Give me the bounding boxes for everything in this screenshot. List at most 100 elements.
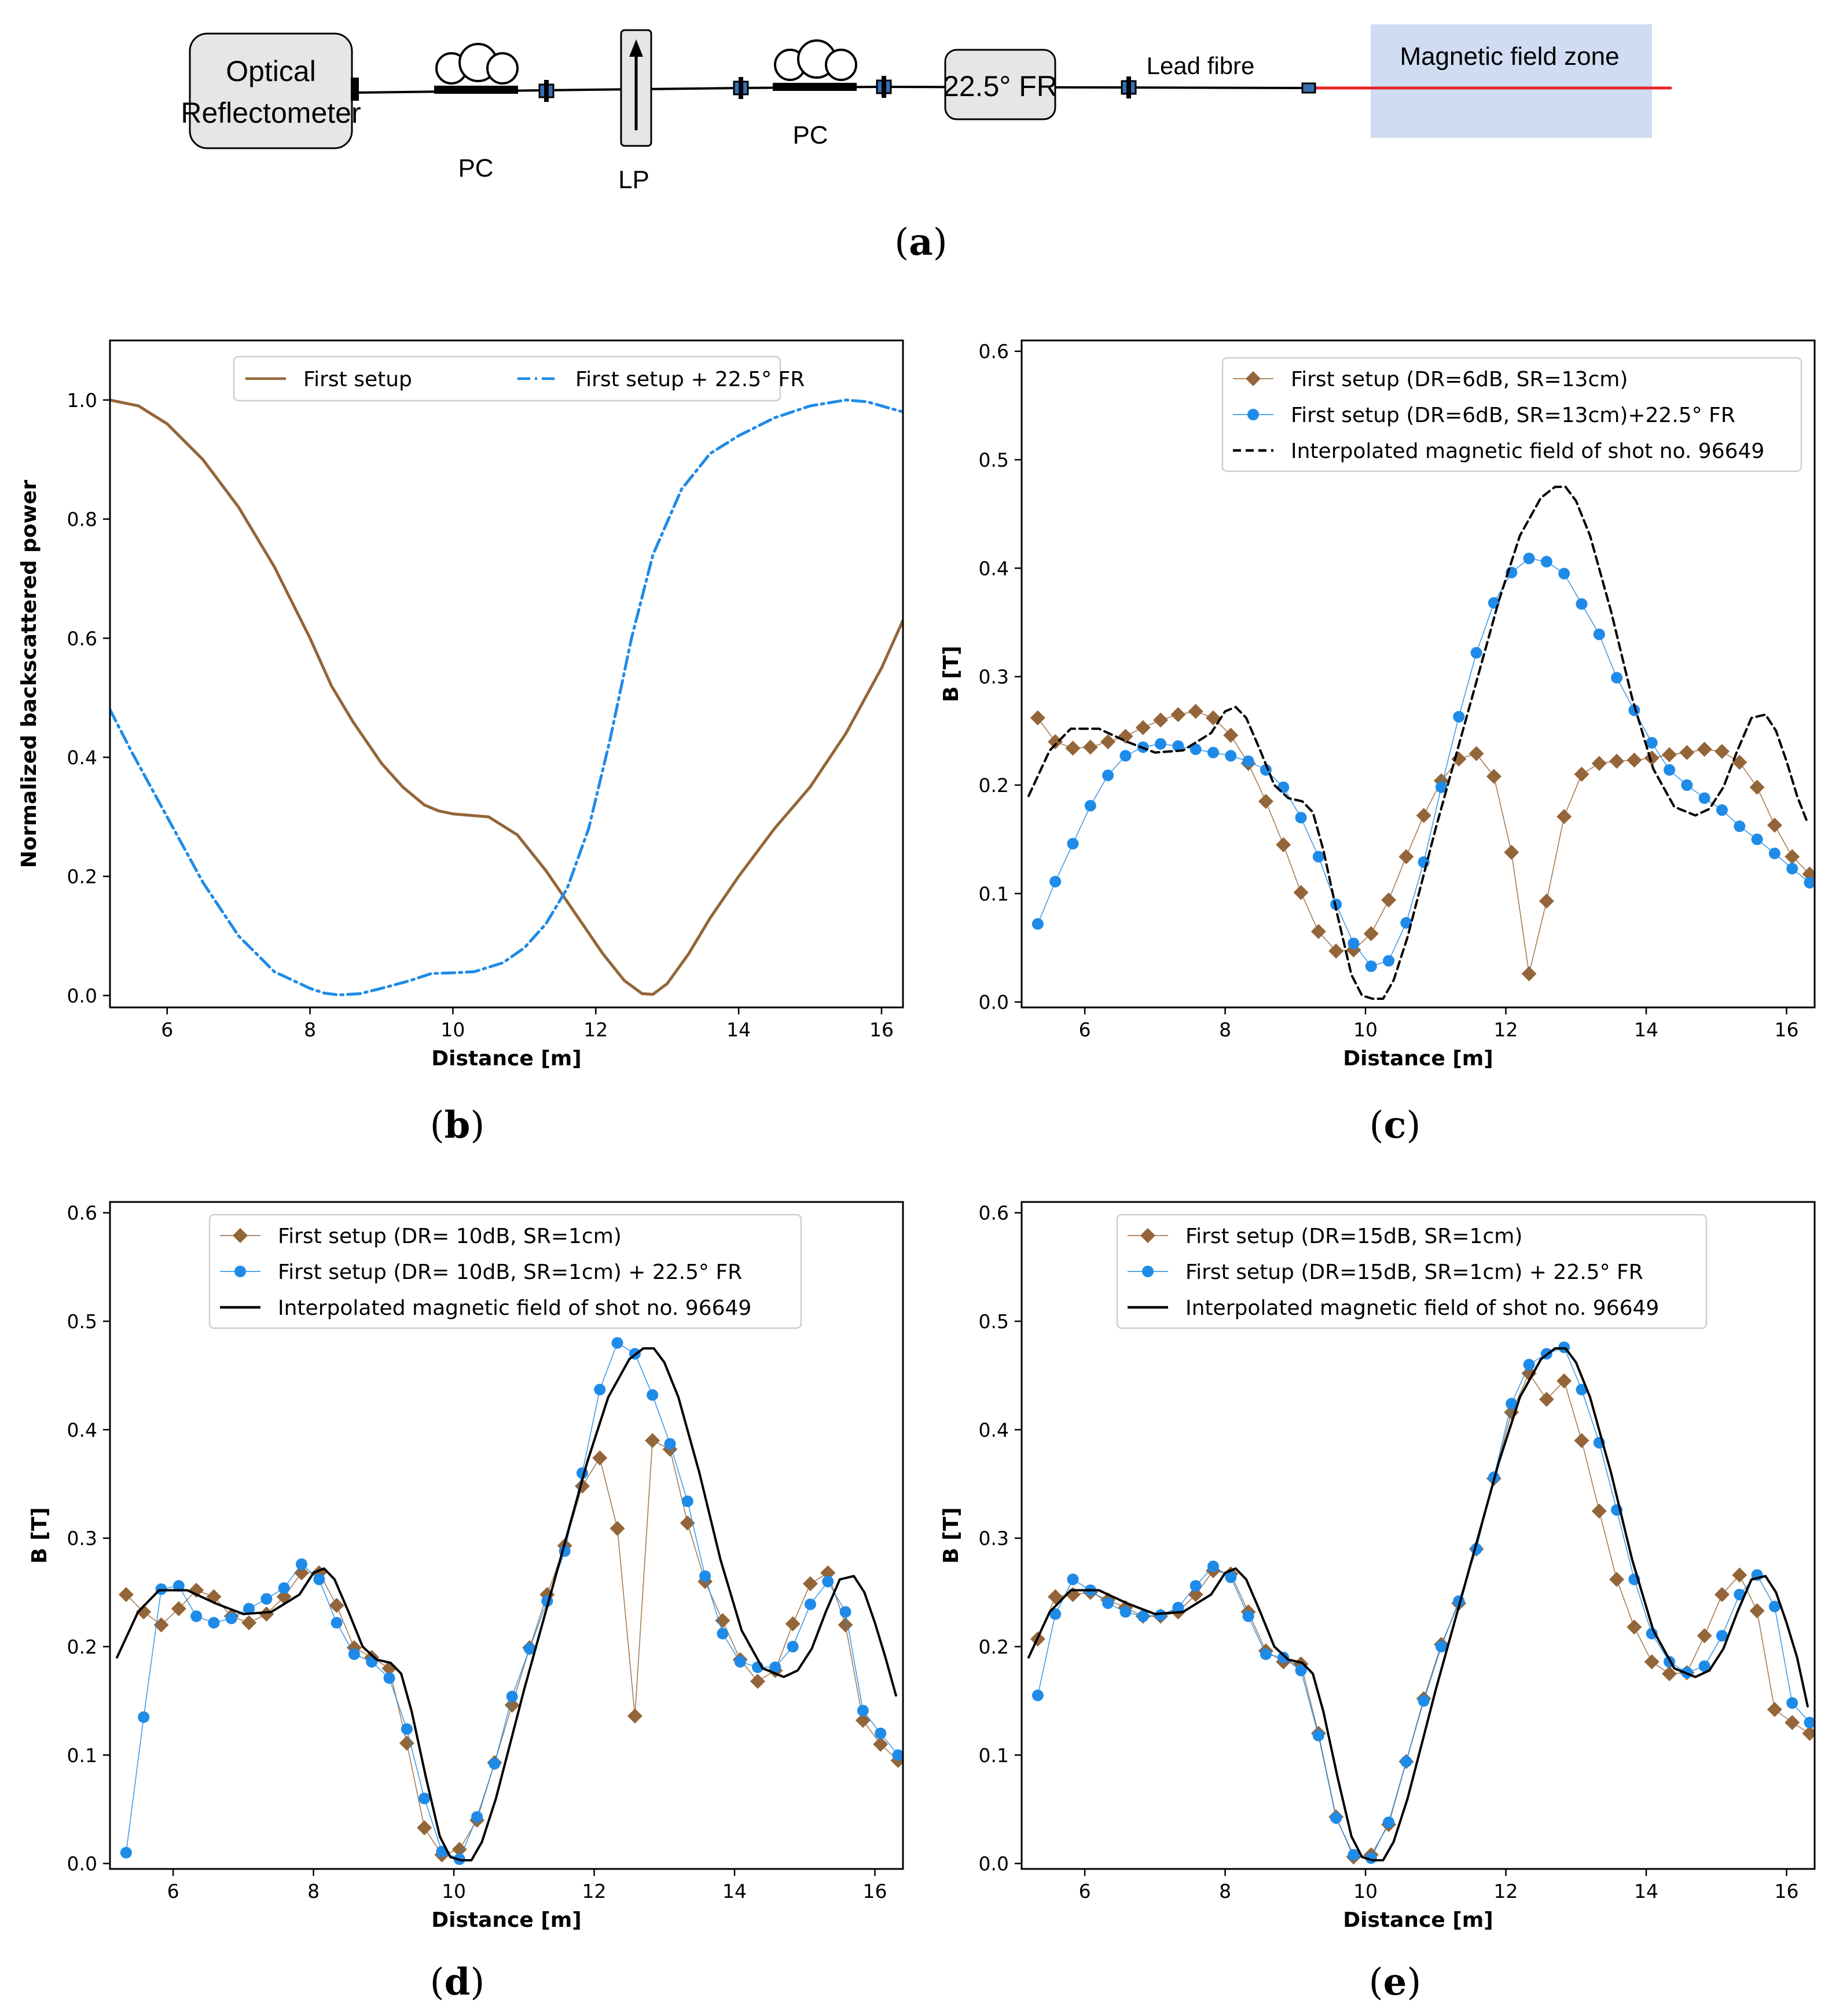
data-point-diamond [1188,703,1203,719]
y-tick-label: 0.2 [67,866,97,888]
series-1 [1031,552,1815,972]
y-tick-label: 0.0 [67,1853,97,1875]
arrow-up-icon [629,39,643,130]
series-1 [110,398,903,996]
data-point-diamond [1082,739,1098,755]
data-point-circle [1734,820,1746,833]
data-point-diamond [189,1582,204,1598]
data-point-circle [506,1691,518,1703]
series-connector-line [1037,1346,1811,1859]
legend-marker-circle [1247,409,1259,420]
legend-label: Interpolated magnetic field of shot no. … [1291,439,1764,463]
data-point-diamond [1135,720,1151,735]
data-point-diamond [259,1606,274,1622]
legend-frame [1116,1214,1708,1329]
data-point-circle [1242,755,1254,767]
x-tick-label: 6 [161,1018,173,1041]
data-point-circle [1225,750,1237,762]
legend-item-1: First setup (DR=15dB, SR=1cm) + 22.5° FR [1128,1260,1643,1284]
series-0 [110,398,903,996]
polarization-controller-2 [773,39,857,91]
data-point-circle [1453,710,1465,723]
y-tick-label: 0.1 [979,1744,1009,1766]
data-point-diamond [750,1673,766,1689]
data-point-circle [1031,918,1044,930]
series-connector-line [126,1439,899,1856]
data-point-circle [717,1628,729,1640]
data-point-diamond [1205,710,1221,725]
series-2 [1027,485,1809,1000]
data-point-circle [1119,1606,1132,1618]
data-point-diamond [645,1433,660,1449]
y-tick-label: 0.6 [979,340,1009,363]
data-point-diamond [610,1520,625,1536]
legend-item-1: First setup (DR=6dB, SR=13cm)+22.5° FR [1233,404,1735,427]
data-point-diamond [1644,1654,1660,1670]
data-point-diamond [136,1604,152,1620]
setup-diagram: Optical Reflectometer PC LP [181,24,1672,194]
data-point-circle [1155,1609,1167,1621]
legend-item-2: Interpolated magnetic field of shot no. … [220,1296,751,1320]
y-axis-title: B [T] [939,646,963,702]
data-point-diamond [1767,1702,1782,1717]
y-tick-label: 0.5 [979,1310,1009,1333]
data-point-circle [1155,738,1167,750]
y-tick-label: 0.4 [979,557,1009,580]
data-point-diamond [451,1842,467,1857]
plot-area [110,398,903,996]
series-2 [116,1347,897,1861]
data-point-diamond [820,1565,836,1581]
data-point-circle [1102,769,1114,782]
y-tick-label: 0.3 [979,1527,1009,1550]
legend-label: First setup (DR=6dB, SR=13cm)+22.5° FR [1291,404,1735,427]
legend-item-1: First setup (DR= 10dB, SR=1cm) + 22.5° F… [220,1260,742,1284]
data-point-diamond [1065,741,1081,756]
data-point-diamond [1100,734,1116,750]
data-point-diamond [592,1450,608,1466]
data-point-diamond [1785,1715,1800,1731]
data-point-diamond [1627,1619,1642,1635]
chart-c-magnetic-field-13cm: 6 8 10 12 14 16 0.0 0.1 0.2 0.3 0.4 0.5 0.6 Distance … [939,339,1816,1071]
data-point-diamond [1662,1666,1677,1681]
data-point-diamond [1486,769,1501,785]
data-point-diamond [1398,849,1414,864]
data-point-diamond [1767,818,1782,833]
data-point-diamond [1749,1603,1765,1619]
legend-label: First setup (DR= 10dB, SR=1cm) [278,1225,622,1248]
x-tick-label: 14 [726,1018,751,1041]
data-point-circle [278,1582,290,1594]
data-point-circle [664,1438,676,1450]
plot-area [1027,1341,1815,1865]
x-tick-label: 6 [1079,1018,1091,1041]
y-tick-label: 1.0 [67,389,97,412]
data-point-circle [401,1723,413,1735]
data-point-circle [1506,1398,1518,1410]
series-1 [120,1337,903,1865]
data-point-circle [1348,1849,1360,1861]
data-point-diamond [1802,1725,1815,1741]
data-point-circle [1436,781,1448,793]
data-point-diamond [1714,743,1730,759]
data-point-diamond [1293,885,1309,900]
data-point-circle [594,1384,606,1396]
data-point-diamond [1030,710,1045,725]
panel-label-b: (b) [430,1104,485,1147]
data-point-circle [1049,875,1062,888]
data-point-circle [1593,628,1605,640]
y-tick-label: 0.4 [67,1418,97,1441]
data-point-diamond [1679,745,1695,760]
data-point-diamond [1118,728,1133,744]
x-tick-label: 12 [1494,1880,1518,1903]
data-point-diamond [1223,727,1239,743]
x-tick-label: 12 [582,1880,607,1903]
legend-item-1: First setup + 22.5° FR [517,368,805,391]
data-point-diamond [1556,1373,1572,1389]
lp-label: LP [618,166,649,194]
legend-label: Interpolated magnetic field of shot no. … [278,1296,751,1320]
data-point-circle [243,1603,255,1615]
x-tick-label: 6 [1079,1880,1091,1903]
data-point-diamond [1556,809,1572,824]
data-point-circle [1189,1580,1202,1592]
data-point-circle [1295,812,1307,824]
